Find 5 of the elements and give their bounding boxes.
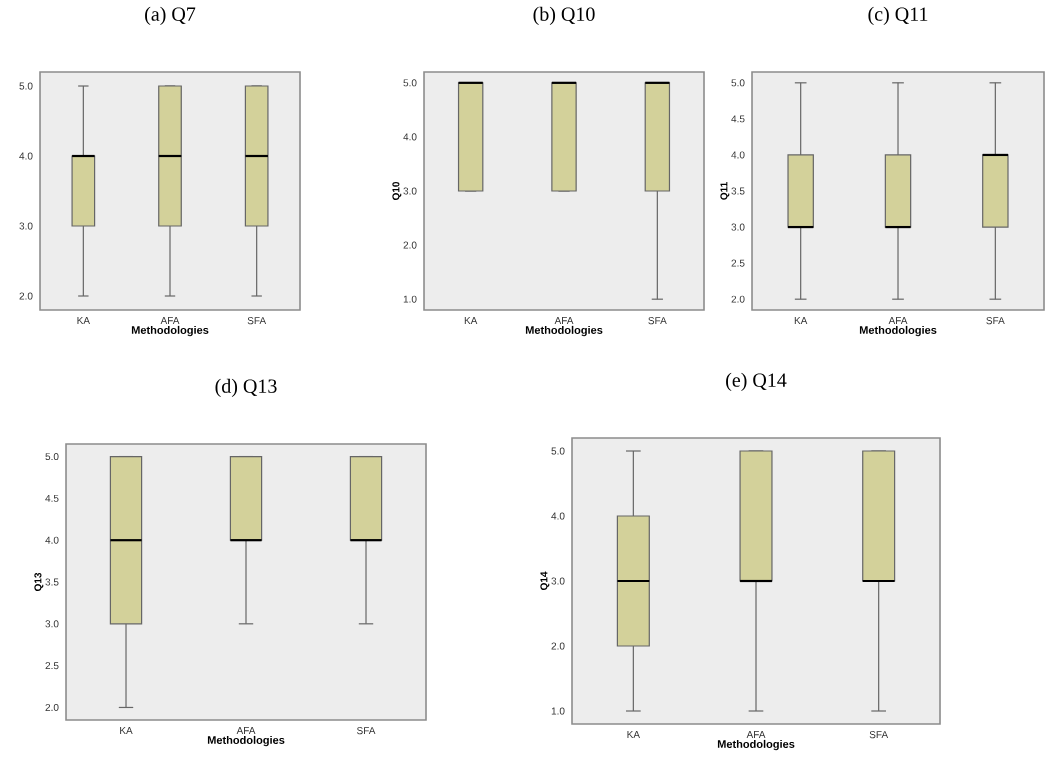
chart-title: (d) Q13 [215,378,277,397]
chart-title: (b) Q10 [533,6,595,25]
chart-title: (a) Q7 [145,6,196,25]
chart-title: (c) Q11 [868,6,928,25]
chart-title: (e) Q14 [726,372,787,391]
